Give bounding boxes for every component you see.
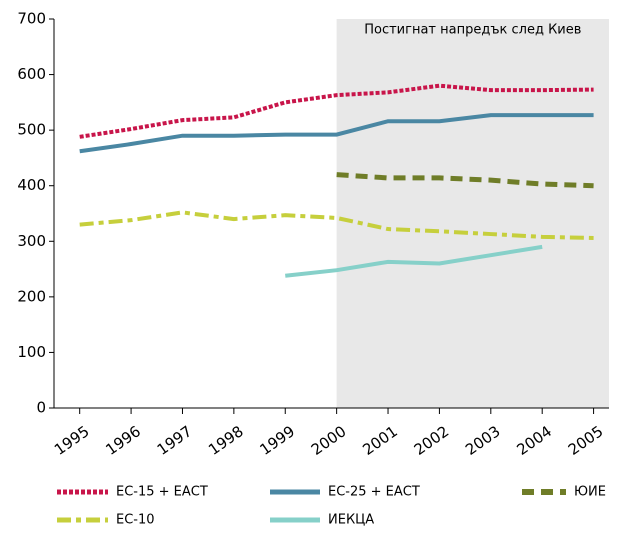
- y-tick-label: 400: [17, 176, 46, 194]
- shaded-region: [336, 19, 609, 408]
- legend-label: ЕС-25 + ЕАСТ: [328, 485, 420, 500]
- y-tick-label: 300: [17, 232, 46, 250]
- x-tick-label: 2003: [462, 422, 504, 459]
- x-tick-label: 1998: [205, 422, 247, 459]
- annotation: Постигнат напредък след Киев: [364, 23, 581, 38]
- x-tick-label: 1997: [154, 422, 196, 459]
- legend-label: ИЕКЦА: [328, 513, 374, 528]
- x-tick-label: 2001: [359, 422, 401, 459]
- y-tick-label: 600: [17, 65, 46, 83]
- x-tick-label: 2000: [308, 422, 350, 459]
- y-tick-label: 500: [17, 121, 46, 139]
- y-tick-label: 200: [17, 287, 46, 305]
- legend-label: ЕС-10: [116, 513, 155, 528]
- x-tick-label: 1996: [102, 422, 144, 459]
- legend-label: ЕС-15 + ЕАСТ: [116, 485, 208, 500]
- y-tick-label: 100: [17, 343, 46, 361]
- legend-label: ЮИЕ: [574, 485, 606, 500]
- series-line: [79, 83, 594, 139]
- x-tick-label: 2004: [513, 422, 555, 459]
- x-tick-label: 1999: [257, 422, 299, 459]
- series-line: [336, 172, 594, 189]
- y-tick-label: 0: [36, 399, 46, 417]
- series-line: [79, 113, 594, 154]
- y-tick-label: 700: [17, 10, 46, 28]
- x-tick-label: 2005: [565, 422, 607, 459]
- series-line: [285, 244, 543, 278]
- x-tick-label: 1995: [51, 422, 93, 459]
- x-tick-label: 2002: [411, 422, 453, 459]
